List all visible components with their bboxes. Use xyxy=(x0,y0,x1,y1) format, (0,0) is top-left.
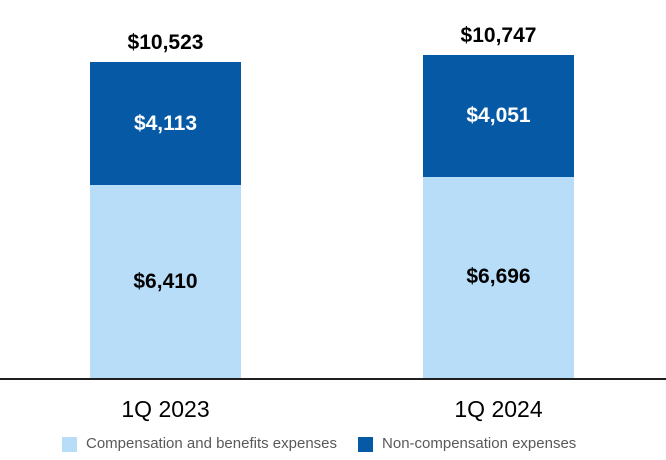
bar-segment-compensation-1q2023: $6,410 xyxy=(90,185,241,378)
bar-segment-non-compensation-1q2024: $4,051 xyxy=(423,55,574,177)
segment-value-label: $6,696 xyxy=(466,265,531,289)
legend-label-non-compensation: Non-compensation expenses xyxy=(382,435,577,452)
segment-value-label: $6,410 xyxy=(133,269,198,293)
legend-item-compensation: Compensation and benefits expenses xyxy=(62,435,337,453)
bar-segment-non-compensation-1q2023: $4,113 xyxy=(90,61,241,186)
bar-column-1q2023: $4,113 $6,410 xyxy=(90,61,241,378)
x-axis-label-1q2024: 1Q 2024 xyxy=(454,396,543,422)
bar-column-1q2024: $4,051 $6,696 xyxy=(423,55,574,378)
chart-legend: Compensation and benefits expenses Non-c… xyxy=(62,435,576,453)
legend-label-compensation: Compensation and benefits expenses xyxy=(86,435,338,452)
x-axis-label-1q2023: 1Q 2023 xyxy=(121,396,210,422)
x-axis-line xyxy=(0,378,666,380)
bar-total-label-1q2023: $10,523 xyxy=(127,30,204,54)
legend-item-non-compensation: Non-compensation expenses xyxy=(358,435,576,453)
bar-total-label-1q2024: $10,747 xyxy=(460,24,537,47)
segment-value-label: $4,113 xyxy=(133,111,198,135)
legend-swatch-non-compensation-icon xyxy=(358,436,374,452)
bar-segment-compensation-1q2024: $6,696 xyxy=(423,176,574,378)
segment-value-label: $4,051 xyxy=(466,103,531,127)
legend-swatch-compensation-icon xyxy=(62,436,77,452)
